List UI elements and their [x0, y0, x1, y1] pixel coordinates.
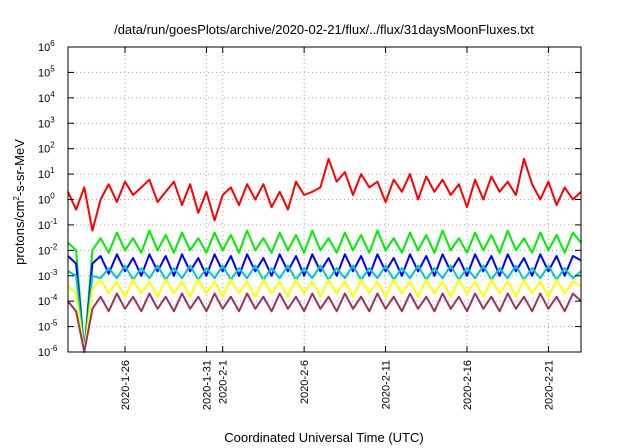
series-line-4 [67, 264, 582, 353]
y-tick-label: 10-3 [38, 268, 58, 283]
y-tick-base: 10 [38, 144, 50, 156]
y-tick-label: 102 [38, 141, 55, 156]
y-tick-label: 10-4 [38, 293, 58, 308]
x-axis-label: Coordinated Universal Time (UTC) [224, 430, 423, 445]
series-line-3 [67, 253, 582, 353]
y-tick-base: 10 [38, 245, 50, 257]
plot-frame [67, 46, 582, 353]
y-tick-base: 10 [38, 118, 50, 130]
y-tick-exponent: -3 [50, 268, 58, 277]
y-tick-labels: 10-610-510-410-310-210-11001011021031041… [38, 39, 58, 359]
y-tick-label: 10-1 [38, 217, 58, 232]
y-tick-base: 10 [38, 271, 50, 283]
y-tick-label: 104 [38, 90, 55, 105]
y-tick-exponent: -6 [50, 344, 58, 353]
y-tick-base: 10 [38, 347, 50, 359]
x-tick-label: 2020-2-1 [218, 360, 230, 404]
y-tick-label: 10-2 [38, 242, 58, 257]
y-tick-label: 10-5 [38, 319, 58, 334]
series-line-1 [67, 157, 582, 232]
y-tick-base: 10 [38, 93, 50, 105]
y-tick-exponent: 4 [50, 90, 55, 99]
y-tick-exponent: 5 [50, 64, 55, 73]
y-tick-exponent: 2 [50, 141, 55, 150]
y-tick-base: 10 [38, 296, 50, 308]
y-axis-label: protons/cm2-s-sr-MeV [12, 139, 27, 265]
y-tick-exponent: -2 [50, 242, 58, 251]
y-tick-base: 10 [38, 322, 50, 334]
y-tick-exponent: 1 [50, 166, 55, 175]
y-tick-base: 10 [38, 220, 50, 232]
y-tick-base: 10 [38, 169, 50, 181]
y-tick-label: 10-6 [38, 344, 58, 359]
y-tick-exponent: 3 [50, 115, 55, 124]
y-tick-base: 10 [38, 42, 50, 54]
y-tick-base: 10 [38, 195, 50, 207]
y-tick-label: 101 [38, 166, 55, 181]
y-tick-exponent: 6 [50, 39, 55, 48]
y-tick-label: 106 [38, 39, 55, 54]
y-tick-label: 100 [38, 192, 55, 207]
y-tick-exponent: -1 [50, 217, 58, 226]
x-tick-label: 2020-1-31 [201, 360, 213, 410]
y-tick-exponent: -5 [50, 319, 58, 328]
y-tick-label: 105 [38, 64, 55, 79]
x-tick-label: 2020-2-16 [462, 360, 474, 410]
chart-title: /data/run/goesPlots/archive/2020-02-21/f… [114, 22, 534, 37]
y-tick-base: 10 [38, 67, 50, 79]
x-tick-label: 2020-2-11 [381, 360, 393, 409]
series-line-6 [67, 292, 582, 353]
y-tick-exponent: 0 [50, 192, 55, 201]
y-tick-label: 103 [38, 115, 55, 130]
x-tick-label: 2020-1-26 [120, 360, 132, 410]
series-line-2 [67, 229, 582, 353]
series-line-5 [67, 278, 582, 353]
x-tick-labels: 2020-1-26 2020-1-31 2020-2-1 2020-2-6 2020-2… [120, 360, 555, 410]
x-tick-label: 2020-2-6 [299, 360, 311, 404]
y-tick-exponent: -4 [50, 293, 58, 302]
axes-frame [67, 46, 582, 353]
series-layer [67, 157, 582, 353]
x-tick-label: 2020-2-21 [543, 360, 555, 410]
